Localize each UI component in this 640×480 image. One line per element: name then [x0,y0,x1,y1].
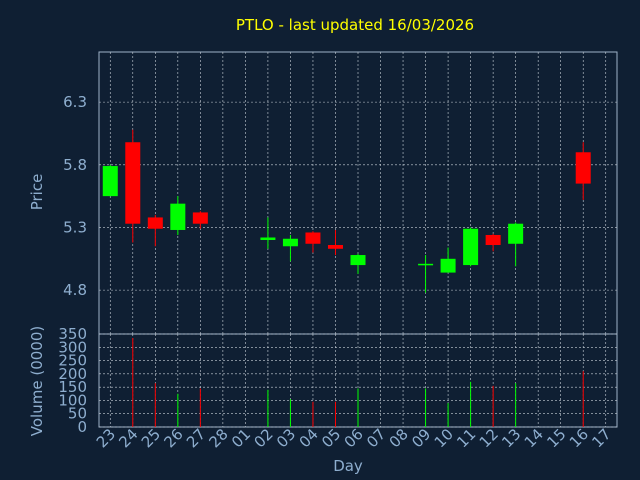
candle-body [282,238,298,247]
x-axis-label: Day [333,457,363,475]
price-tick-label: 6.3 [63,93,87,111]
candle-body [102,166,118,197]
candle-26 [170,196,186,235]
volume-tick-label: 150 [58,378,87,396]
candle-body [170,203,186,230]
candle-25 [147,214,163,247]
candle-09 [418,255,434,293]
volume-tick-label: 200 [58,365,87,383]
candle-16 [575,142,591,200]
volume-tick-label: 0 [77,418,87,436]
candle-body [260,237,276,240]
volume-tick-label: 50 [68,405,87,423]
price-tick-label: 5.3 [63,218,87,236]
x-tick-label: 17 [588,425,614,451]
volume-tick-label: 350 [58,325,87,343]
candle-23 [102,164,118,197]
candle-body [305,232,321,244]
volume-tick-label: 300 [58,338,87,356]
candle-body [327,245,343,249]
candle-06 [350,253,366,274]
candle-body [463,228,479,266]
volume-axis-label: Volume (0000) [28,326,46,436]
candle-body [440,258,456,273]
candle-body [575,152,591,184]
candle-body [125,142,141,224]
candle-body [350,255,366,266]
candle-02 [260,217,276,249]
candle-body [418,263,434,266]
candle-27 [192,211,208,229]
candle-05 [327,229,343,256]
candle-04 [305,231,321,253]
candle-body [485,234,501,246]
price-tick-label: 4.8 [63,281,87,299]
chart-title: PTLO - last updated 16/03/2026 [236,16,474,34]
volume-tick-label: 100 [58,391,87,409]
candle-10 [440,247,456,273]
price-tick-label: 5.8 [63,156,87,174]
candle-body [508,223,524,244]
price-axis-label: Price [28,174,46,211]
candle-03 [282,234,298,262]
candle-13 [508,222,524,267]
x-axis: 2324252627280102030405060708091011121314… [93,425,615,451]
price-panel: 6.3 5.8 5.3 4.8 [63,51,618,335]
candle-12 [485,233,501,252]
candle-body [147,217,163,229]
candle-11 [463,227,479,267]
candle-24 [125,129,141,243]
candle-body [192,212,208,224]
volume-tick-label: 250 [58,352,87,370]
